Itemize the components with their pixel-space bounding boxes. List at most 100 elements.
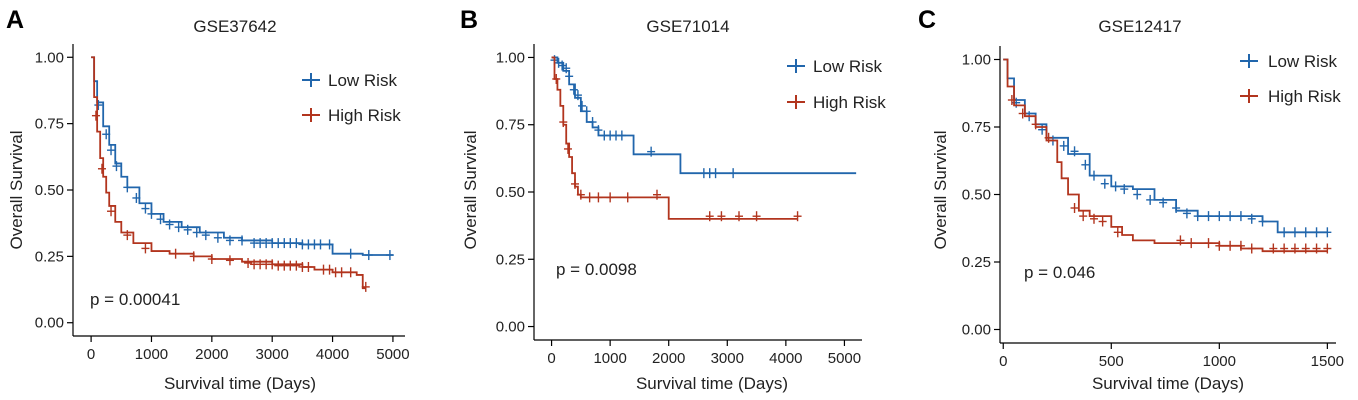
panel-a-high-risk-censor-mark bbox=[292, 260, 301, 271]
panel-a-high-risk-censor-mark bbox=[141, 243, 150, 254]
panel-c-high-risk-censor-mark bbox=[1079, 211, 1088, 222]
panel-b-high-risk-censor-mark bbox=[571, 178, 579, 189]
x-tick-label: 0 bbox=[999, 353, 1007, 370]
panel-c-high-risk-censor-mark bbox=[1176, 235, 1185, 246]
panel-a-low-risk-censor-mark bbox=[141, 203, 150, 214]
panel-a-low-risk-censor-mark bbox=[132, 192, 141, 203]
panel-a-low-risk-censor-mark bbox=[364, 250, 373, 261]
panel-c-low-risk-censor-mark bbox=[1193, 211, 1202, 222]
panel-c-low-risk-censor-mark bbox=[1204, 211, 1213, 222]
legend-low-label: Low Risk bbox=[813, 57, 882, 76]
panel-a-p-value: p = 0.00041 bbox=[90, 290, 180, 309]
y-tick-label: 0.25 bbox=[962, 254, 991, 271]
x-tick-label: 1000 bbox=[1203, 353, 1236, 370]
panel-c-low-risk-censor-mark bbox=[1323, 227, 1332, 238]
y-tick-label: 0.25 bbox=[35, 248, 64, 265]
panel-b-low-risk-censor-mark bbox=[729, 168, 738, 179]
panel-c-high-risk-censor-mark bbox=[1301, 243, 1310, 254]
panel-a-low-risk-censor-mark bbox=[213, 232, 222, 243]
panel-a-low-risk-censor-mark bbox=[156, 214, 165, 225]
panel-c-high-risk-censor-mark bbox=[1187, 238, 1196, 249]
panel-c-high-risk-censor-mark bbox=[1226, 240, 1235, 251]
panel-b-high-risk-censor-mark bbox=[793, 211, 802, 222]
panel-a-y-title: Overall Survival bbox=[7, 130, 26, 249]
panel-a-x-ticks: 0 1000 2000 3000 4000 5000 bbox=[87, 336, 410, 363]
y-tick-label: 0.75 bbox=[496, 117, 525, 134]
y-tick-label: 0.50 bbox=[962, 187, 991, 204]
panel-b-low-risk-censor-mark bbox=[711, 168, 720, 179]
y-tick-label: 0.50 bbox=[496, 184, 525, 201]
panel-c-legend-high: High Risk bbox=[1240, 87, 1341, 106]
panel-c-legend-low: Low Risk bbox=[1240, 52, 1337, 71]
panel-c-high-risk-censor-mark bbox=[1113, 227, 1122, 238]
y-tick-label: 0.50 bbox=[35, 182, 64, 199]
panel-c-low-risk-censor-mark bbox=[1146, 194, 1155, 205]
panel-b-high-risk-censor-mark bbox=[552, 73, 561, 84]
x-tick-label: 4000 bbox=[316, 346, 349, 363]
panel-c-x-title: Survival time (Days) bbox=[1092, 374, 1244, 393]
panel-a-high-risk-censor-mark bbox=[346, 267, 355, 278]
panel-b-low-risk-censor-mark bbox=[594, 125, 603, 136]
panel-c-legend: Low Risk High Risk bbox=[1240, 52, 1341, 106]
panel-c-low-risk-censor-mark bbox=[1133, 189, 1142, 200]
legend-high-label: High Risk bbox=[328, 106, 401, 125]
panel-b-x-ticks: 0 1000 2000 3000 4000 5000 bbox=[547, 340, 861, 367]
panel-b-legend: Low Risk High Risk bbox=[787, 57, 886, 112]
panel-c-high-risk-censor-mark bbox=[1070, 203, 1079, 213]
panel-a-low-risk-censor-mark bbox=[292, 238, 301, 249]
y-tick-label: 0.00 bbox=[496, 319, 525, 336]
y-tick-label: 0.00 bbox=[35, 315, 64, 332]
panel-a-low-risk-censor-mark bbox=[102, 129, 111, 140]
panel-b-low-risk-censor-mark bbox=[562, 63, 571, 74]
panel-a-y-ticks: 0.00 0.25 0.50 0.75 1.00 bbox=[35, 49, 73, 332]
panel-c-low-risk-curve bbox=[1003, 58, 1328, 234]
panel-b-legend-low: Low Risk bbox=[787, 57, 882, 76]
panel-c-low-risk-censor-mark bbox=[1280, 227, 1289, 238]
panel-b-legend-high: High Risk bbox=[787, 93, 886, 112]
legend-low-label: Low Risk bbox=[328, 71, 397, 90]
panel-b-high-risk-censor-mark bbox=[623, 192, 632, 203]
panel-a-low-risk-censor-mark bbox=[147, 208, 156, 219]
x-tick-label: 2000 bbox=[652, 350, 685, 367]
x-tick-label: 0 bbox=[87, 346, 95, 363]
panel-letter-b: B bbox=[460, 6, 478, 34]
panel-b-low-risk-censor-mark bbox=[582, 106, 591, 117]
panel-a-low-risk-censor-mark bbox=[94, 100, 103, 111]
panel-b: B GSE71014 0 1000 2000 3000 4000 5000 0.00 0.2… bbox=[460, 6, 886, 393]
panel-b-high-risk-censor-mark bbox=[563, 143, 572, 154]
x-tick-label: 500 bbox=[1099, 353, 1124, 370]
panel-a-low-risk-censor-mark bbox=[183, 224, 192, 235]
panel-letter-a: A bbox=[6, 6, 24, 34]
panel-a-high-risk-censor-mark bbox=[268, 259, 277, 270]
panel-c-high-risk-censor-mark bbox=[1236, 240, 1245, 251]
panel-a-high-risk-curve bbox=[91, 56, 366, 290]
panel-a-high-risk-censor-mark bbox=[97, 163, 106, 174]
panel-c-high-risk-censor-mark bbox=[1031, 119, 1040, 130]
panel-c: C GSE12417 0 500 1000 1500 0.00 0.25 0.50 0.75… bbox=[918, 6, 1344, 393]
panel-c-low-risk-censor-mark bbox=[1258, 216, 1267, 227]
y-tick-label: 1.00 bbox=[962, 52, 991, 69]
panel-b-series bbox=[550, 55, 857, 222]
panel-a-series bbox=[91, 56, 394, 292]
y-tick-label: 0.75 bbox=[962, 119, 991, 136]
panel-b-low-risk-censor-mark bbox=[573, 90, 582, 101]
panel-b-low-risk-curve bbox=[551, 56, 857, 175]
panel-c-high-risk-censor-mark bbox=[1280, 243, 1289, 254]
panel-a-high-risk-censor-mark bbox=[337, 267, 346, 278]
panel-a-low-risk-censor-mark bbox=[225, 235, 234, 246]
panel-a-high-risk-censor-mark bbox=[91, 110, 100, 121]
panel-c-low-risk-censor-mark bbox=[1159, 197, 1168, 208]
x-tick-label: 1500 bbox=[1311, 353, 1344, 370]
panel-a-low-risk-censor-mark bbox=[192, 227, 201, 238]
y-tick-label: 1.00 bbox=[496, 49, 525, 66]
panel-a-low-risk-censor-mark bbox=[316, 239, 325, 250]
legend-low-label: Low Risk bbox=[1268, 52, 1337, 71]
panel-a-low-risk-censor-mark bbox=[201, 230, 210, 241]
panel-c-high-risk-censor-mark bbox=[1089, 213, 1098, 224]
panel-c-low-risk-censor-mark bbox=[1301, 227, 1310, 238]
panel-a-legend-low: Low Risk bbox=[302, 71, 397, 90]
panel-a-low-risk-censor-mark bbox=[123, 182, 132, 193]
panel-c-low-risk-censor-mark bbox=[1182, 208, 1191, 219]
panel-a: A GSE37642 0 1000 2000 3000 4000 5000 0.00 0.2… bbox=[6, 6, 410, 393]
panel-b-low-risk-censor-mark bbox=[647, 146, 656, 157]
